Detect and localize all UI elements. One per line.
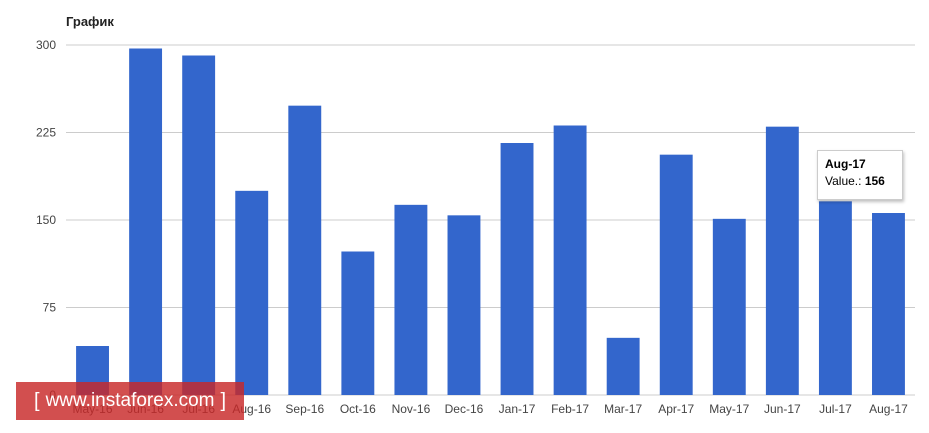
bar[interactable]	[659, 154, 693, 395]
bar[interactable]	[606, 337, 640, 395]
bar[interactable]	[341, 251, 375, 396]
bar[interactable]	[288, 105, 322, 396]
bar[interactable]	[394, 204, 428, 395]
bar[interactable]	[765, 126, 799, 396]
x-tick-label: Apr-17	[658, 402, 694, 416]
y-tick-label: 150	[36, 213, 56, 227]
x-tick-label: Nov-16	[392, 402, 431, 416]
watermark-left-bracket: [	[34, 389, 40, 412]
tooltip-value-label: Value.:	[825, 174, 862, 188]
bar-tooltip: Aug-17 Value.: 156	[817, 150, 903, 200]
bar[interactable]	[872, 213, 905, 395]
y-tick-label: 225	[36, 126, 56, 140]
x-tick-label: May-17	[709, 402, 749, 416]
bar[interactable]	[500, 143, 534, 395]
bar[interactable]	[818, 201, 852, 395]
x-tick-label: Mar-17	[604, 402, 642, 416]
bar[interactable]	[712, 218, 746, 395]
x-tick-label: Jun-17	[764, 402, 801, 416]
x-tick-label: Feb-17	[551, 402, 589, 416]
x-tick-label: Dec-16	[445, 402, 484, 416]
bar[interactable]	[182, 55, 216, 396]
x-tick-label: Sep-16	[285, 402, 324, 416]
bar[interactable]	[447, 215, 481, 395]
tooltip-category: Aug-17	[825, 157, 866, 171]
bar[interactable]	[235, 190, 269, 395]
watermark-text: www.instaforex.com	[45, 390, 215, 411]
y-axis-ticks: 075150225300	[36, 38, 56, 402]
bars	[76, 48, 905, 396]
x-tick-label: Jul-17	[819, 402, 852, 416]
x-tick-label: Jan-17	[499, 402, 536, 416]
x-tick-label: Aug-17	[869, 402, 908, 416]
watermark-banner: [ www.instaforex.com ]	[16, 382, 244, 420]
watermark-right-bracket: ]	[220, 389, 227, 412]
chart-title: График	[66, 14, 114, 29]
y-tick-label: 75	[43, 301, 57, 315]
x-tick-label: Oct-16	[340, 402, 376, 416]
tooltip-value: 156	[864, 174, 885, 188]
y-tick-label: 300	[36, 38, 56, 52]
bar[interactable]	[553, 125, 587, 396]
bar[interactable]	[129, 48, 163, 396]
